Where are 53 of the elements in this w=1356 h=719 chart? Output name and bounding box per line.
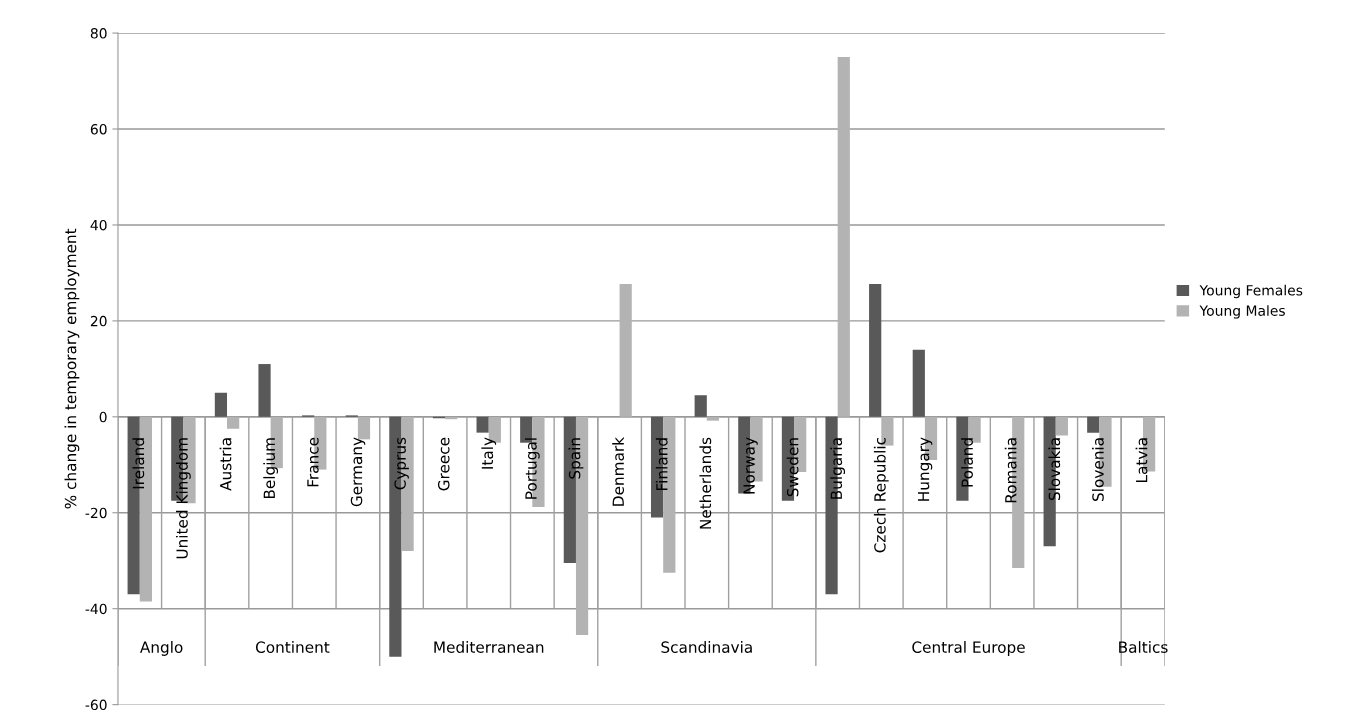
annotation: Scandinavia (661, 641, 752, 653)
annotation: Central Europe (912, 641, 1025, 656)
x-tick-label: Portugal (524, 438, 540, 499)
y-tick-label: 60 (90, 123, 107, 135)
x-tick-label: Ireland (132, 438, 145, 489)
x-tick-label: Cyprus (394, 437, 409, 490)
bar (214, 392, 228, 417)
bar (476, 416, 489, 433)
x-tick-label: Greece (437, 437, 450, 491)
legend-label: Young Females (1199, 284, 1303, 299)
y-tick-label: 0 (99, 411, 107, 423)
bar (912, 349, 925, 417)
x-tick-label: Poland (961, 438, 973, 487)
bar (619, 283, 632, 417)
bar (837, 57, 850, 417)
bar (694, 395, 707, 417)
x-tick-label: Belgium (263, 438, 279, 499)
x-tick-label: Hungary (917, 437, 933, 501)
bar (706, 416, 720, 421)
y-tick-label: -20 (85, 507, 107, 519)
annotation: Anglo (140, 641, 183, 656)
x-tick-label: Latvia (1135, 438, 1148, 482)
y-tick-label: -40 (85, 603, 107, 615)
bar (1087, 416, 1100, 433)
y-tick-label: -60 (85, 699, 107, 711)
x-tick-label: Austria (219, 438, 232, 491)
x-tick-label: France (307, 437, 319, 487)
x-tick-label: Spain (568, 438, 584, 479)
bar (1055, 416, 1068, 436)
annotation: Mediterranean (434, 641, 544, 653)
x-tick-label: Denmark (612, 437, 625, 506)
x-tick-label: Italy (481, 437, 497, 469)
bar (258, 364, 271, 417)
x-tick-label: Czech Republic (873, 437, 889, 553)
y-tick-label: 20 (90, 315, 107, 327)
x-tick-label: Netherlands (699, 437, 712, 529)
x-tick-label: Finland (655, 438, 668, 491)
y-axis-title: % change in temporary employment (64, 228, 80, 509)
y-tick-label: 40 (90, 219, 107, 231)
x-tick-label: Germany (350, 437, 366, 507)
legend-label: Young Males (1199, 305, 1285, 319)
x-tick-label: Romania (1004, 438, 1017, 503)
bar (227, 416, 240, 429)
x-tick-label: Sweden (786, 438, 799, 497)
x-tick-label: Norway (743, 437, 758, 494)
annotation: Baltics (1119, 641, 1168, 653)
bar (869, 283, 882, 417)
x-tick-label: Bulgaria (830, 438, 846, 499)
x-tick-label: Slovakia (1048, 438, 1061, 501)
annotation: Continent (255, 641, 330, 653)
x-tick-label: Slovenia (1091, 438, 1104, 501)
y-tick-label: 80 (90, 28, 107, 39)
x-tick-label: United Kingdom (176, 438, 191, 559)
